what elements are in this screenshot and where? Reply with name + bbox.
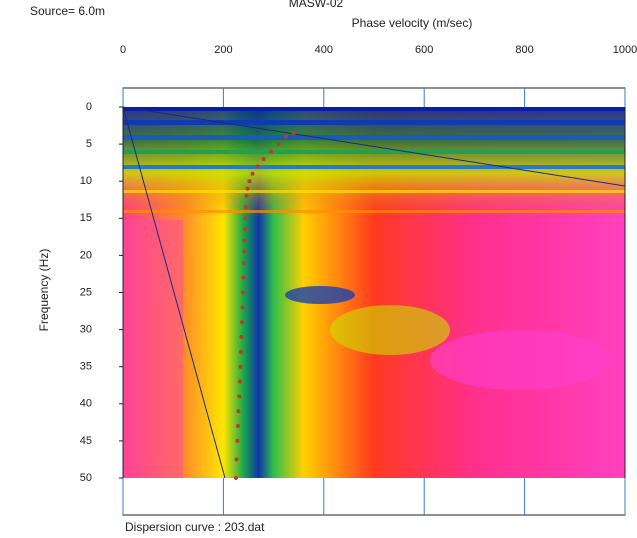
x-tick-label: 200 [214,44,232,56]
curve-point [242,239,246,243]
curve-point [237,394,241,398]
y-tick-label: 40 [80,398,92,410]
curve-point [241,291,245,295]
y-tick-label: 15 [80,212,92,224]
curve-point [262,157,266,161]
curve-point [234,476,238,480]
source-label: Source= 6.0m [30,4,105,18]
curve-point [240,305,244,309]
y-tick-label: 45 [80,435,92,447]
y-tick-label: 30 [80,324,92,336]
curve-point [236,409,240,413]
y-tick-label: 35 [80,361,92,373]
curve-point [240,320,244,324]
curve-point [239,335,243,339]
footer: Dispersion curve : 203.dat [125,520,265,534]
y-tick-label: 20 [80,249,92,261]
curve-point [256,164,260,168]
curve-point [235,439,239,443]
curve-point [251,172,255,176]
curve-point [244,194,248,198]
curve-point [239,350,243,354]
x-tick-label: 1000 [613,44,637,56]
y-tick-label: 25 [80,286,92,298]
curve-point [238,380,242,384]
chart: MASW-02 Source= 6.0m Phase velocity (m/s… [0,0,637,538]
curve-point [243,216,247,220]
x-tick-label: 800 [515,44,533,56]
x-tick-label: 400 [315,44,333,56]
curve-point [244,205,248,209]
curve-point [292,131,296,135]
chart-title: MASW-02 [289,0,344,10]
curve-point [284,135,288,139]
curve-point [245,187,249,191]
curve-point [243,227,247,231]
y-tick-label: 0 [86,101,92,113]
curve-point [238,365,242,369]
curve-point [277,142,281,146]
y-tick-label: 5 [86,138,92,150]
curve-point [241,276,245,280]
x-axis-label: Phase velocity (m/sec) [352,16,473,30]
y-axis-label: Frequency (Hz) [37,249,51,332]
heatmap [123,107,625,478]
curve-point [242,250,246,254]
y-tick-label: 50 [80,472,92,484]
curve-point [248,179,252,183]
x-tick-label: 600 [415,44,433,56]
curve-point [234,457,238,461]
curve-point [236,424,240,428]
x-tick-label: 0 [120,44,126,56]
curve-point [242,261,246,265]
y-tick-label: 10 [80,175,92,187]
curve-point [269,150,273,154]
